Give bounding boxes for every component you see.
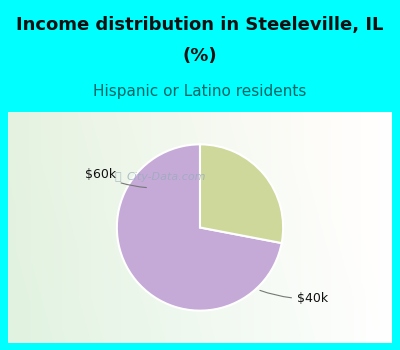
Text: $60k: $60k bbox=[84, 168, 146, 188]
Text: City-Data.com: City-Data.com bbox=[126, 172, 206, 182]
Wedge shape bbox=[117, 144, 282, 311]
Text: (%): (%) bbox=[183, 47, 217, 65]
Text: $40k: $40k bbox=[260, 290, 328, 305]
Text: ⓘ: ⓘ bbox=[114, 172, 121, 182]
Wedge shape bbox=[200, 144, 283, 243]
Text: Income distribution in Steeleville, IL: Income distribution in Steeleville, IL bbox=[16, 16, 384, 34]
Text: Hispanic or Latino residents: Hispanic or Latino residents bbox=[93, 84, 307, 99]
